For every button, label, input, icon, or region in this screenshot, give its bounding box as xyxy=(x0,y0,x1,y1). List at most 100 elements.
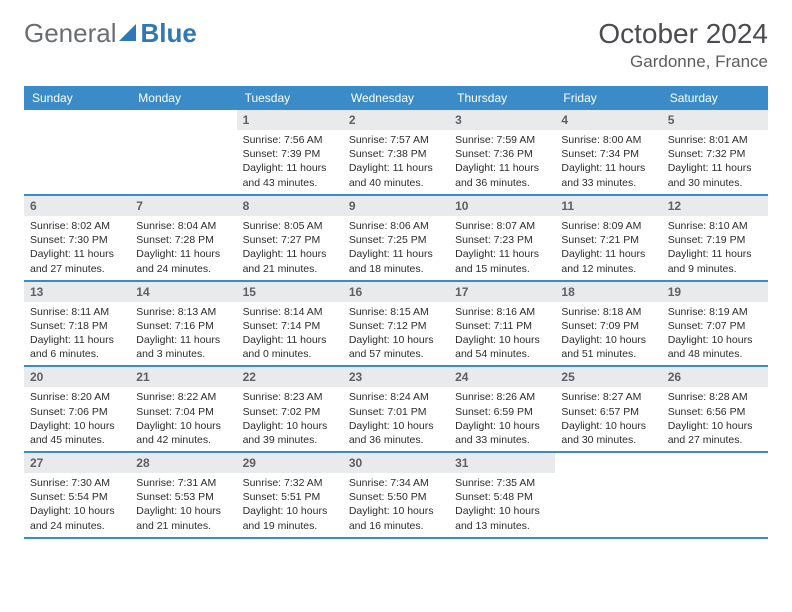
calendar-week-row: 6Sunrise: 8:02 AMSunset: 7:30 PMDaylight… xyxy=(24,195,768,281)
calendar-week-row: 1Sunrise: 7:56 AMSunset: 7:39 PMDaylight… xyxy=(24,110,768,195)
day-info: Sunrise: 8:07 AMSunset: 7:23 PMDaylight:… xyxy=(449,216,555,280)
calendar-day-cell: 14Sunrise: 8:13 AMSunset: 7:16 PMDayligh… xyxy=(130,281,236,367)
calendar-day-cell: 20Sunrise: 8:20 AMSunset: 7:06 PMDayligh… xyxy=(24,366,130,452)
brand-text-blue: Blue xyxy=(141,18,197,49)
weekday-header: Saturday xyxy=(662,86,768,110)
day-number: 15 xyxy=(237,282,343,302)
day-info: Sunrise: 8:28 AMSunset: 6:56 PMDaylight:… xyxy=(662,387,768,451)
calendar-week-row: 20Sunrise: 8:20 AMSunset: 7:06 PMDayligh… xyxy=(24,366,768,452)
day-number: 16 xyxy=(343,282,449,302)
day-info: Sunrise: 8:04 AMSunset: 7:28 PMDaylight:… xyxy=(130,216,236,280)
calendar-body: 1Sunrise: 7:56 AMSunset: 7:39 PMDaylight… xyxy=(24,110,768,538)
day-number: 19 xyxy=(662,282,768,302)
day-info: Sunrise: 8:05 AMSunset: 7:27 PMDaylight:… xyxy=(237,216,343,280)
weekday-header: Thursday xyxy=(449,86,555,110)
day-info: Sunrise: 8:18 AMSunset: 7:09 PMDaylight:… xyxy=(555,302,661,366)
day-number: 23 xyxy=(343,367,449,387)
day-info: Sunrise: 8:24 AMSunset: 7:01 PMDaylight:… xyxy=(343,387,449,451)
day-info: Sunrise: 7:32 AMSunset: 5:51 PMDaylight:… xyxy=(237,473,343,537)
day-number: 30 xyxy=(343,453,449,473)
weekday-header: Friday xyxy=(555,86,661,110)
calendar-day-cell: 27Sunrise: 7:30 AMSunset: 5:54 PMDayligh… xyxy=(24,452,130,538)
calendar-day-cell: 9Sunrise: 8:06 AMSunset: 7:25 PMDaylight… xyxy=(343,195,449,281)
day-number: 2 xyxy=(343,110,449,130)
calendar-day-cell: 18Sunrise: 8:18 AMSunset: 7:09 PMDayligh… xyxy=(555,281,661,367)
calendar-day-cell: 26Sunrise: 8:28 AMSunset: 6:56 PMDayligh… xyxy=(662,366,768,452)
calendar-table: SundayMondayTuesdayWednesdayThursdayFrid… xyxy=(24,86,768,539)
location-title: Gardonne, France xyxy=(598,52,768,72)
day-info: Sunrise: 8:01 AMSunset: 7:32 PMDaylight:… xyxy=(662,130,768,194)
day-info: Sunrise: 8:20 AMSunset: 7:06 PMDaylight:… xyxy=(24,387,130,451)
calendar-day-cell: 5Sunrise: 8:01 AMSunset: 7:32 PMDaylight… xyxy=(662,110,768,195)
calendar-day-cell: 15Sunrise: 8:14 AMSunset: 7:14 PMDayligh… xyxy=(237,281,343,367)
day-info: Sunrise: 8:14 AMSunset: 7:14 PMDaylight:… xyxy=(237,302,343,366)
calendar-day-cell xyxy=(130,110,236,195)
calendar-day-cell xyxy=(555,452,661,538)
calendar-day-cell: 7Sunrise: 8:04 AMSunset: 7:28 PMDaylight… xyxy=(130,195,236,281)
day-number: 26 xyxy=(662,367,768,387)
title-block: October 2024 Gardonne, France xyxy=(598,18,768,72)
day-info: Sunrise: 7:56 AMSunset: 7:39 PMDaylight:… xyxy=(237,130,343,194)
calendar-day-cell: 12Sunrise: 8:10 AMSunset: 7:19 PMDayligh… xyxy=(662,195,768,281)
month-title: October 2024 xyxy=(598,18,768,50)
day-number: 18 xyxy=(555,282,661,302)
day-number: 7 xyxy=(130,196,236,216)
day-number: 25 xyxy=(555,367,661,387)
calendar-day-cell: 1Sunrise: 7:56 AMSunset: 7:39 PMDaylight… xyxy=(237,110,343,195)
calendar-day-cell: 28Sunrise: 7:31 AMSunset: 5:53 PMDayligh… xyxy=(130,452,236,538)
calendar-day-cell xyxy=(24,110,130,195)
calendar-day-cell: 21Sunrise: 8:22 AMSunset: 7:04 PMDayligh… xyxy=(130,366,236,452)
day-number: 13 xyxy=(24,282,130,302)
day-info: Sunrise: 7:31 AMSunset: 5:53 PMDaylight:… xyxy=(130,473,236,537)
calendar-day-cell: 29Sunrise: 7:32 AMSunset: 5:51 PMDayligh… xyxy=(237,452,343,538)
calendar-day-cell: 16Sunrise: 8:15 AMSunset: 7:12 PMDayligh… xyxy=(343,281,449,367)
day-info: Sunrise: 8:23 AMSunset: 7:02 PMDaylight:… xyxy=(237,387,343,451)
sail-icon xyxy=(119,18,141,49)
day-info: Sunrise: 8:06 AMSunset: 7:25 PMDaylight:… xyxy=(343,216,449,280)
weekday-header: Wednesday xyxy=(343,86,449,110)
day-number: 21 xyxy=(130,367,236,387)
day-number: 11 xyxy=(555,196,661,216)
day-number: 10 xyxy=(449,196,555,216)
calendar-day-cell: 25Sunrise: 8:27 AMSunset: 6:57 PMDayligh… xyxy=(555,366,661,452)
day-info: Sunrise: 8:15 AMSunset: 7:12 PMDaylight:… xyxy=(343,302,449,366)
day-info: Sunrise: 8:16 AMSunset: 7:11 PMDaylight:… xyxy=(449,302,555,366)
day-number: 14 xyxy=(130,282,236,302)
calendar-day-cell: 19Sunrise: 8:19 AMSunset: 7:07 PMDayligh… xyxy=(662,281,768,367)
weekday-header: Sunday xyxy=(24,86,130,110)
day-number: 5 xyxy=(662,110,768,130)
calendar-day-cell: 13Sunrise: 8:11 AMSunset: 7:18 PMDayligh… xyxy=(24,281,130,367)
calendar-day-cell: 11Sunrise: 8:09 AMSunset: 7:21 PMDayligh… xyxy=(555,195,661,281)
calendar-day-cell: 31Sunrise: 7:35 AMSunset: 5:48 PMDayligh… xyxy=(449,452,555,538)
day-number: 9 xyxy=(343,196,449,216)
page-header: General Blue October 2024 Gardonne, Fran… xyxy=(24,18,768,72)
day-number: 3 xyxy=(449,110,555,130)
day-info: Sunrise: 8:10 AMSunset: 7:19 PMDaylight:… xyxy=(662,216,768,280)
day-info: Sunrise: 8:13 AMSunset: 7:16 PMDaylight:… xyxy=(130,302,236,366)
day-info: Sunrise: 8:19 AMSunset: 7:07 PMDaylight:… xyxy=(662,302,768,366)
day-info: Sunrise: 8:00 AMSunset: 7:34 PMDaylight:… xyxy=(555,130,661,194)
weekday-header: Tuesday xyxy=(237,86,343,110)
day-number: 4 xyxy=(555,110,661,130)
day-number: 12 xyxy=(662,196,768,216)
calendar-week-row: 13Sunrise: 8:11 AMSunset: 7:18 PMDayligh… xyxy=(24,281,768,367)
day-info: Sunrise: 8:22 AMSunset: 7:04 PMDaylight:… xyxy=(130,387,236,451)
weekday-header-row: SundayMondayTuesdayWednesdayThursdayFrid… xyxy=(24,86,768,110)
brand-logo: General Blue xyxy=(24,18,197,49)
day-info: Sunrise: 7:57 AMSunset: 7:38 PMDaylight:… xyxy=(343,130,449,194)
calendar-day-cell: 22Sunrise: 8:23 AMSunset: 7:02 PMDayligh… xyxy=(237,366,343,452)
day-number: 28 xyxy=(130,453,236,473)
day-number: 27 xyxy=(24,453,130,473)
calendar-day-cell xyxy=(662,452,768,538)
weekday-header: Monday xyxy=(130,86,236,110)
calendar-day-cell: 4Sunrise: 8:00 AMSunset: 7:34 PMDaylight… xyxy=(555,110,661,195)
day-info: Sunrise: 8:26 AMSunset: 6:59 PMDaylight:… xyxy=(449,387,555,451)
day-info: Sunrise: 8:09 AMSunset: 7:21 PMDaylight:… xyxy=(555,216,661,280)
calendar-day-cell: 8Sunrise: 8:05 AMSunset: 7:27 PMDaylight… xyxy=(237,195,343,281)
day-number: 22 xyxy=(237,367,343,387)
day-info: Sunrise: 7:34 AMSunset: 5:50 PMDaylight:… xyxy=(343,473,449,537)
day-number: 1 xyxy=(237,110,343,130)
day-info: Sunrise: 8:02 AMSunset: 7:30 PMDaylight:… xyxy=(24,216,130,280)
day-number: 17 xyxy=(449,282,555,302)
calendar-day-cell: 17Sunrise: 8:16 AMSunset: 7:11 PMDayligh… xyxy=(449,281,555,367)
